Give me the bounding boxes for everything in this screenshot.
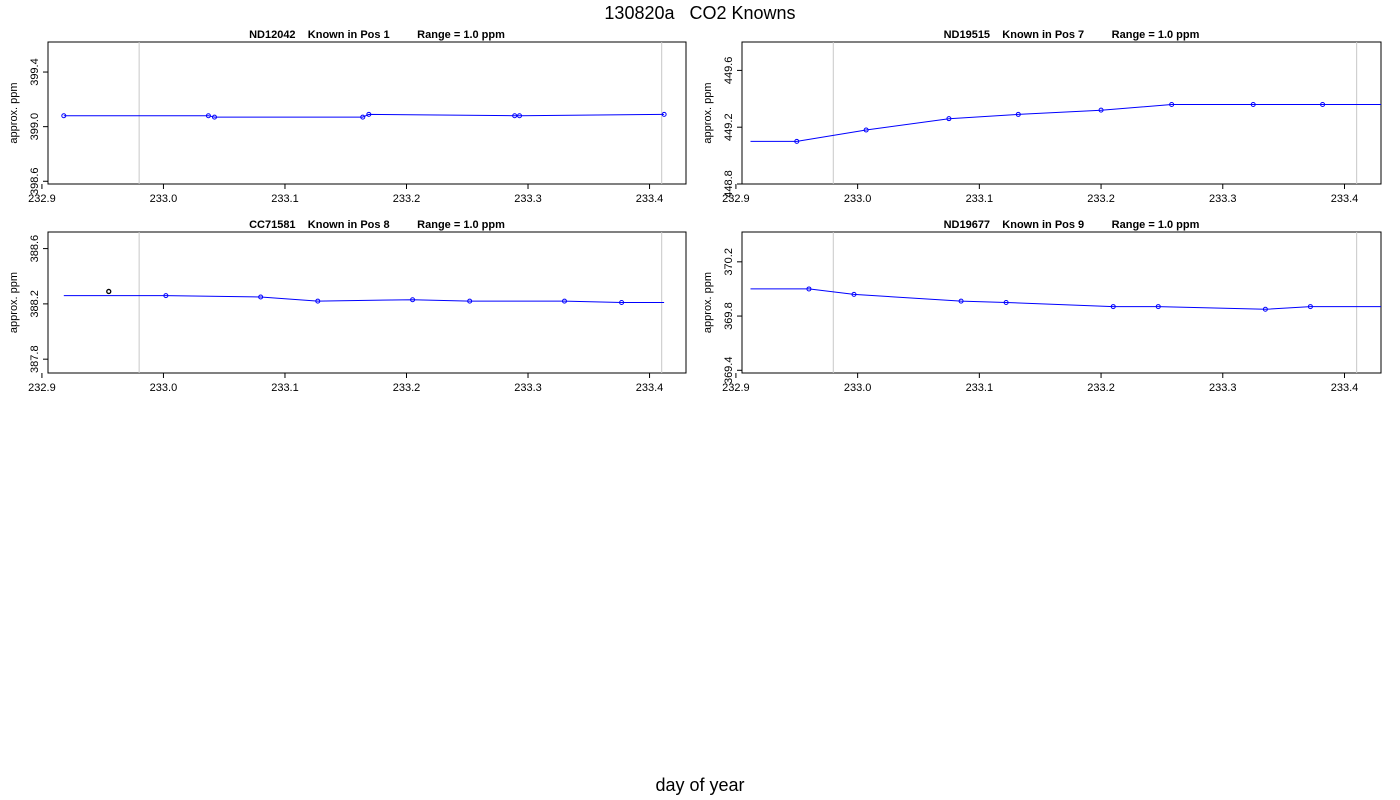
x-tick-label: 233.3 <box>1209 382 1237 394</box>
y-axis-label: approx. ppm <box>8 272 20 333</box>
x-tick-label: 232.9 <box>722 193 750 205</box>
x-tick-label: 233.4 <box>636 382 664 394</box>
data-point <box>958 298 964 304</box>
y-tick-label: 448.8 <box>723 170 735 198</box>
x-tick-label: 233.4 <box>1331 382 1359 394</box>
y-tick-label: 398.6 <box>29 168 41 196</box>
x-tick-label: 233.1 <box>271 193 299 205</box>
x-tick-label: 233.2 <box>1087 382 1115 394</box>
data-point <box>1307 304 1313 310</box>
y-axis-label: approx. ppm <box>702 272 714 333</box>
data-point <box>1015 111 1021 117</box>
x-tick-label: 233.4 <box>636 193 664 205</box>
panel-3: CC71581 Known in Pos 8 Range = 1.0 ppm 23… <box>8 219 687 394</box>
y-tick-label: 399.4 <box>29 58 41 86</box>
y-axis-label: approx. ppm <box>8 82 20 143</box>
y-tick-label: 370.2 <box>723 248 735 276</box>
x-tick-label: 233.4 <box>1331 193 1359 205</box>
data-point <box>561 298 567 304</box>
panel-title: CC71581 Known in Pos 8 Range = 1.0 ppm <box>249 219 505 231</box>
panel-title: ND12042 Known in Pos 1 Range = 1.0 ppm <box>249 29 505 41</box>
panel-title: ND19677 Known in Pos 9 Range = 1.0 ppm <box>944 219 1200 231</box>
data-point <box>946 116 952 122</box>
x-tick-label: 233.3 <box>514 193 542 205</box>
data-point <box>315 298 321 304</box>
data-point <box>1262 306 1268 312</box>
x-tick-label: 233.2 <box>393 382 421 394</box>
panel-1: ND12042 Known in Pos 1 Range = 1.0 ppm 23… <box>8 29 687 205</box>
x-tick-label: 233.0 <box>844 382 872 394</box>
data-point <box>1250 101 1256 107</box>
data-point <box>211 114 217 120</box>
x-tick-label: 233.0 <box>150 382 178 394</box>
x-tick-label: 233.1 <box>966 193 994 205</box>
x-tick-label: 232.9 <box>722 382 750 394</box>
y-axis-label: approx. ppm <box>702 82 714 143</box>
plot-frame <box>741 231 1382 374</box>
y-tick-label: 449.6 <box>723 57 735 85</box>
y-tick-label: 369.8 <box>723 302 735 330</box>
series-line <box>63 113 665 118</box>
data-point <box>794 138 800 144</box>
plot-frame <box>47 231 687 374</box>
x-tick-label: 232.9 <box>28 382 56 394</box>
x-tick-label: 233.3 <box>1209 193 1237 205</box>
data-point <box>467 298 473 304</box>
data-point <box>1003 300 1009 305</box>
plot-frame <box>741 41 1382 185</box>
panel-4: ND19677 Known in Pos 9 Range = 1.0 ppm 23… <box>702 219 1382 394</box>
series-line <box>63 295 665 303</box>
data-point <box>360 114 366 120</box>
plot-frame <box>47 41 687 185</box>
data-point <box>258 294 264 300</box>
data-point <box>1155 304 1161 310</box>
y-tick-label: 388.6 <box>29 235 41 263</box>
x-tick-label: 233.2 <box>1087 193 1115 205</box>
data-point <box>851 291 857 297</box>
data-point <box>619 300 625 305</box>
panel-title: ND19515 Known in Pos 7 Range = 1.0 ppm <box>944 29 1200 41</box>
x-tick-label: 233.1 <box>966 382 994 394</box>
data-point <box>1110 304 1116 310</box>
x-tick-label: 233.3 <box>514 382 542 394</box>
y-tick-label: 449.2 <box>723 113 735 141</box>
chart-title: 130820a CO2 Knowns <box>604 3 796 23</box>
x-tick-label: 233.0 <box>150 193 178 205</box>
y-tick-label: 388.2 <box>29 290 41 318</box>
data-point <box>512 113 518 119</box>
y-tick-label: 369.4 <box>723 357 735 385</box>
x-axis-label: day of year <box>655 775 745 795</box>
y-tick-label: 387.8 <box>29 345 41 373</box>
data-point <box>806 286 812 292</box>
x-tick-label: 232.9 <box>28 193 56 205</box>
data-point <box>1169 101 1175 107</box>
series-line <box>750 288 1381 310</box>
data-point <box>410 297 416 303</box>
x-tick-label: 233.1 <box>271 382 299 394</box>
data-point <box>366 111 372 117</box>
data-point <box>1320 101 1326 107</box>
data-point <box>163 293 169 299</box>
data-point <box>205 113 211 119</box>
data-point <box>863 127 869 133</box>
data-point <box>661 111 667 117</box>
y-tick-label: 399.0 <box>29 113 41 141</box>
data-point <box>1098 107 1104 113</box>
x-tick-label: 233.0 <box>844 193 872 205</box>
panel-2: ND19515 Known in Pos 7 Range = 1.0 ppm 23… <box>702 29 1382 205</box>
x-tick-label: 233.2 <box>393 193 421 205</box>
outlier-point <box>106 288 112 295</box>
data-point <box>517 113 523 119</box>
data-point <box>61 113 67 119</box>
series-line <box>750 104 1381 142</box>
